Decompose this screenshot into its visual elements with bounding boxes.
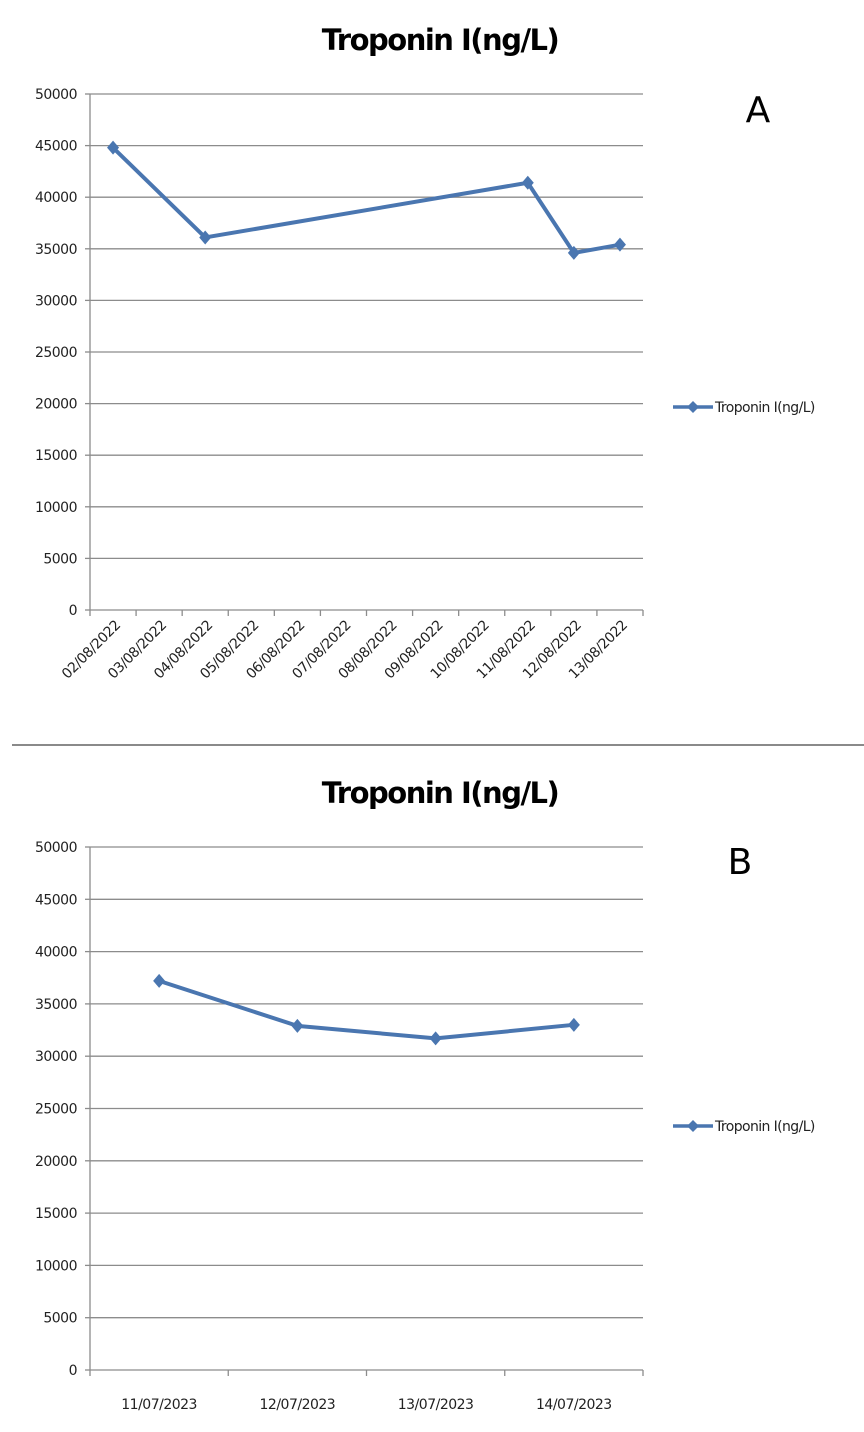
chart-a-axes (85, 93, 644, 616)
y-tick-label: 40000 (35, 190, 77, 206)
chart-b-legend-label: Troponin I(ng/L) (714, 1119, 815, 1135)
chart-a-gridlines (90, 93, 643, 560)
y-tick-label: 15000 (35, 1206, 77, 1222)
diamond-marker-icon (199, 230, 212, 245)
chart-b-gridlines (90, 846, 643, 1319)
y-tick-label: 30000 (35, 1049, 77, 1065)
chart-a-y-tick-labels: 0 5000 10000 15000 20000 25000 30000 35000 40000… (35, 87, 78, 619)
y-tick-label: 45000 (35, 892, 77, 908)
chart-b-panel-label: B (728, 842, 753, 883)
chart-b-title: Troponin I(ng/L) (322, 776, 559, 810)
chart-a-series-line (107, 140, 626, 260)
y-tick-label: 20000 (35, 397, 77, 413)
y-tick-label: 10000 (35, 500, 77, 516)
chart-a-x-tick-labels: 02/08/202203/08/202204/08/202205/08/2022… (59, 618, 631, 683)
chart-b: Troponin I(ng/L) B 0 5000 10000 15000 20000 2… (35, 776, 816, 1413)
y-tick-label: 30000 (35, 293, 77, 309)
y-tick-label: 10000 (35, 1258, 77, 1274)
chart-a-legend-label: Troponin I(ng/L) (714, 400, 815, 416)
x-tick-label: 11/07/2023 (121, 1397, 197, 1413)
chart-b-x-tick-labels: 11/07/2023 12/07/2023 13/07/2023 14/07/2023 (121, 1397, 612, 1413)
x-tick-label: 14/07/2023 (536, 1397, 612, 1413)
y-tick-label: 35000 (35, 242, 77, 258)
y-tick-label: 35000 (35, 997, 77, 1013)
x-tick-label: 13/07/2023 (398, 1397, 474, 1413)
chart-a-title: Troponin I(ng/L) (322, 23, 559, 57)
y-tick-label: 15000 (35, 448, 77, 464)
diamond-marker-icon (567, 245, 580, 260)
y-tick-label: 20000 (35, 1154, 77, 1170)
series-line (158, 978, 575, 1041)
y-tick-label: 50000 (35, 840, 77, 856)
chart-a-legend: Troponin I(ng/L) (673, 400, 816, 416)
y-tick-label: 0 (69, 603, 77, 619)
y-tick-label: 5000 (43, 1311, 77, 1327)
diamond-marker-icon (613, 237, 626, 252)
diamond-marker-icon (567, 1017, 580, 1032)
diamond-marker-icon (107, 140, 120, 155)
chart-b-y-tick-labels: 0 5000 10000 15000 20000 25000 30000 35000 40000… (35, 840, 78, 1379)
diamond-marker-icon (291, 1018, 304, 1033)
y-tick-label: 0 (69, 1363, 77, 1379)
legend-diamond-marker-icon (687, 1120, 699, 1132)
chart-a-panel-label: A (746, 90, 771, 131)
y-tick-label: 40000 (35, 945, 77, 961)
y-tick-label: 50000 (35, 87, 77, 103)
chart-b-series-line (153, 973, 580, 1046)
y-tick-label: 45000 (35, 139, 77, 155)
y-tick-label: 25000 (35, 345, 77, 361)
chart-b-axes (85, 846, 644, 1376)
diamond-marker-icon (429, 1031, 442, 1046)
diamond-marker-icon (521, 175, 534, 190)
x-tick-label: 12/07/2023 (260, 1397, 336, 1413)
y-tick-label: 25000 (35, 1102, 77, 1118)
chart-b-legend: Troponin I(ng/L) (673, 1119, 816, 1135)
y-tick-label: 5000 (43, 551, 77, 567)
chart-a: Troponin I(ng/L) A 0 5000 10000 15000 20000 2… (35, 23, 816, 683)
diamond-marker-icon (153, 973, 166, 988)
legend-diamond-marker-icon (687, 401, 699, 413)
series-line (111, 146, 621, 255)
